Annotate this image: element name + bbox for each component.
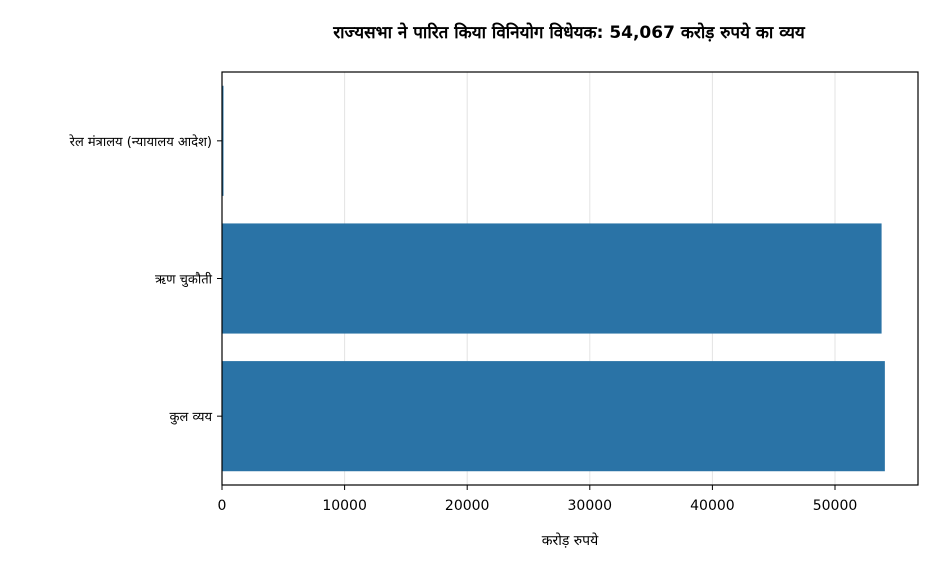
bar	[222, 223, 882, 334]
bar	[222, 361, 885, 472]
x-tick-label: 30000	[568, 498, 613, 514]
x-axis-ticks: 0 10000 20000 30000 40000 50000	[218, 485, 858, 514]
x-tick-label: 0	[218, 498, 227, 514]
x-tick-label: 10000	[322, 498, 367, 514]
x-axis-label: करोड़ रुपये	[542, 532, 599, 549]
x-tick-label: 50000	[813, 498, 858, 514]
x-tick-label: 40000	[690, 498, 735, 514]
chart-title: राज्यसभा ने पारित किया विनियोग विधेयक: 5…	[332, 22, 806, 43]
y-tick-label: कुल व्यय	[170, 410, 213, 425]
x-tick-label: 20000	[445, 498, 490, 514]
y-tick-label: रेल मंत्रालय (न्यायालय आदेश)	[69, 134, 212, 150]
y-tick-label: ऋण चुकौती	[155, 272, 213, 288]
y-axis-ticks: रेल मंत्रालय (न्यायालय आदेश) ऋण चुकौती कुल…	[69, 134, 222, 425]
bars	[222, 85, 885, 472]
bar	[222, 85, 224, 196]
